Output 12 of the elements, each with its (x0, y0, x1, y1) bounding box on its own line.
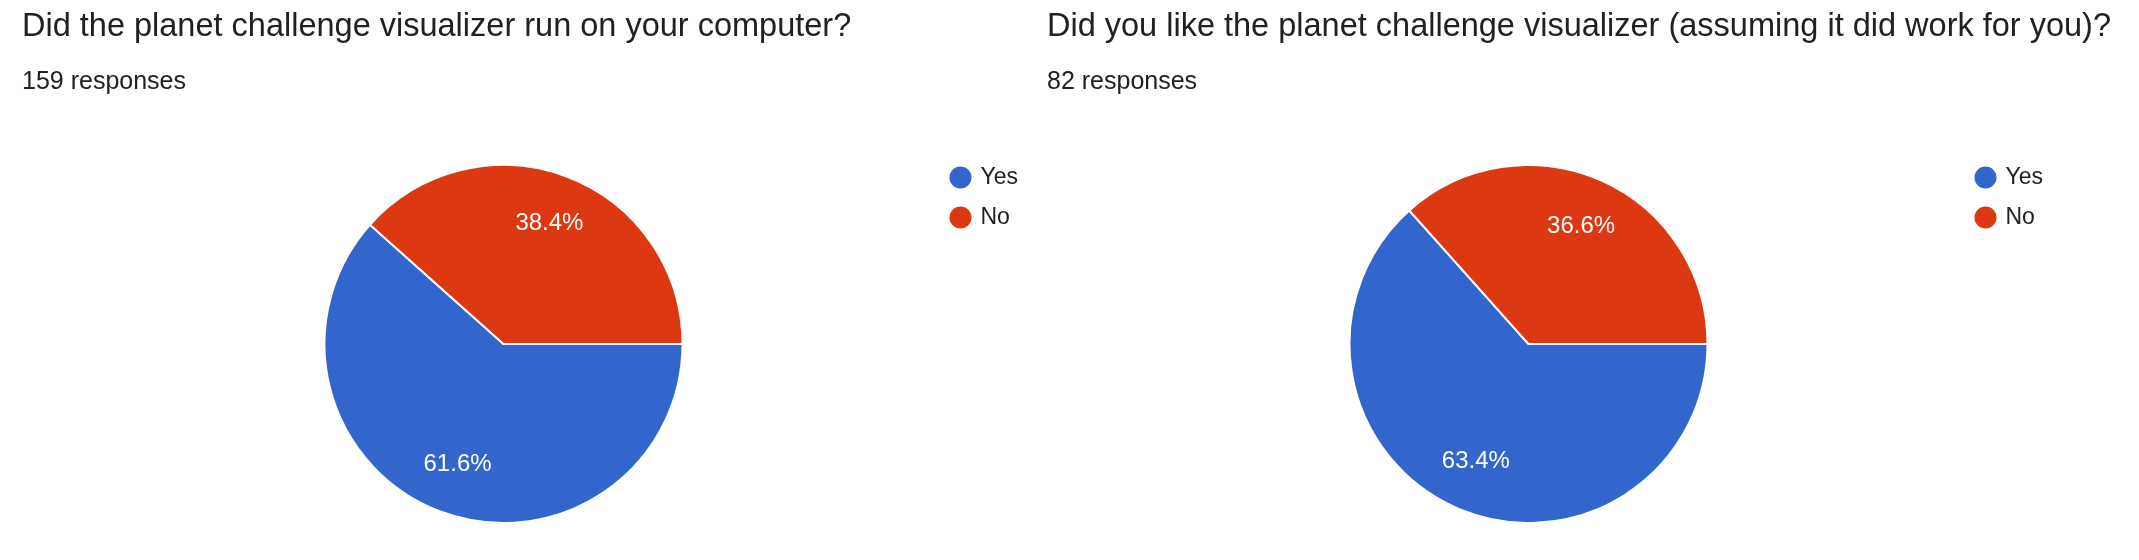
text: 82 responses (1047, 66, 1198, 94)
chart-title: Did the planet challenge visualizer run on your computer? (22, 7, 852, 43)
data-label: 61.6% (423, 449, 492, 477)
text: 159 responses (22, 66, 187, 94)
legend-label: Yes (980, 162, 1019, 189)
data-label: 38.4% (515, 208, 584, 236)
legend-label: No (980, 202, 1010, 229)
data-label: 36.6% (1547, 211, 1616, 238)
chart-title: Did you like the planet challenge visualizer (assuming it did work for you)? (1047, 7, 2111, 43)
legend-label: No (2005, 202, 2035, 229)
data-label: 63.4% (1441, 446, 1510, 474)
legend-label: Yes (2005, 162, 2044, 189)
